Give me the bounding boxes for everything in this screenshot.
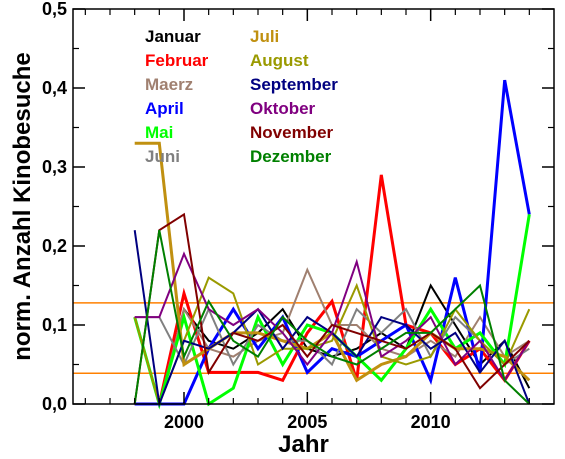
plot-area: [73, 79, 554, 410]
legend: Januar Februar Maerz April Mai Juni Juli August…: [145, 27, 338, 166]
legend-entry-februar: Februar: [145, 51, 209, 70]
x-axis-title: Jahr: [278, 431, 329, 458]
axes: 0,0 0,1 0,2 0,3 0,4 0,5 2000 2005 2010: [42, 0, 554, 432]
x-tick-label: 2010: [411, 412, 451, 432]
legend-entry-april: April: [145, 99, 184, 118]
y-tick-label: 0,0: [42, 394, 67, 414]
x-tick-label: 2000: [164, 412, 204, 432]
y-tick-label: 0,5: [42, 0, 67, 19]
legend-entry-juni: Juni: [145, 147, 180, 166]
legend-entry-august: August: [250, 51, 309, 70]
y-tick-label: 0,4: [42, 78, 67, 98]
y-tick-label: 0,2: [42, 236, 67, 256]
legend-entry-september: September: [250, 75, 338, 94]
series-line-dezember: [133, 230, 530, 405]
legend-entry-dezember: Dezember: [250, 147, 332, 166]
series-line-august: [133, 276, 531, 408]
legend-entry-oktober: Oktober: [250, 99, 316, 118]
legend-entry-mai: Mai: [145, 123, 173, 142]
legend-entry-november: November: [250, 123, 334, 142]
legend-entry-januar: Januar: [145, 27, 201, 46]
series-line-oktober: [134, 251, 531, 383]
y-tick-label: 0,3: [42, 157, 67, 177]
series-line-juni: [134, 306, 530, 367]
y-tick-label: 0,1: [42, 315, 67, 335]
y-axis-title: norm. Anzahl Kinobesuche: [9, 52, 36, 360]
series-line-april: [134, 79, 531, 406]
x-tick-label: 2005: [287, 412, 327, 432]
legend-entry-juli: Juli: [250, 27, 279, 46]
legend-entry-maerz: Maerz: [145, 75, 193, 94]
